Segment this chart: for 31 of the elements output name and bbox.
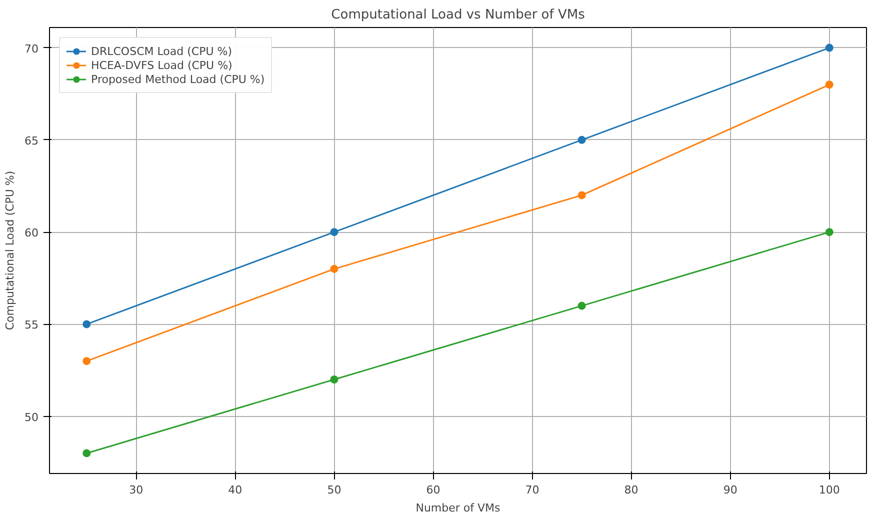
x-tick-label: 40 <box>228 484 242 496</box>
y-tick-label: 55 <box>24 318 39 332</box>
point <box>330 228 338 236</box>
y-axis-title: Computational Load (CPU %) <box>4 170 17 330</box>
point <box>82 449 91 458</box>
x-tick-label: 30 <box>129 484 144 496</box>
point <box>330 264 338 273</box>
x-tick-label: 50 <box>327 484 342 496</box>
y-tick-label: 60 <box>24 226 39 240</box>
point <box>825 228 834 236</box>
legend-label: DRLCOSCM Load (CPU %) <box>91 44 232 58</box>
x-tick-label: 80 <box>624 484 638 496</box>
legend-label: HCEA-DVFS Load (CPU %) <box>91 58 232 72</box>
point <box>825 80 834 89</box>
point <box>578 136 586 144</box>
point <box>825 44 834 52</box>
chart-title: Computational Load vs Number of VMs <box>331 8 586 22</box>
x-axis-title: Number of VMs <box>416 502 501 514</box>
y-tick-label: 70 <box>24 42 39 56</box>
legend-label: Proposed Method Load (CPU %) <box>91 72 265 86</box>
x-tick-label: 60 <box>426 484 440 496</box>
point <box>578 191 586 200</box>
point <box>82 357 91 366</box>
point <box>578 302 586 310</box>
point <box>82 320 91 328</box>
point <box>330 376 338 384</box>
y-tick-label: 50 <box>24 410 39 424</box>
x-tick-label: 100 <box>818 484 840 496</box>
y-tick-label: 65 <box>24 134 39 148</box>
x-tick-label: 90 <box>723 484 738 496</box>
x-tick-label: 70 <box>525 484 540 496</box>
